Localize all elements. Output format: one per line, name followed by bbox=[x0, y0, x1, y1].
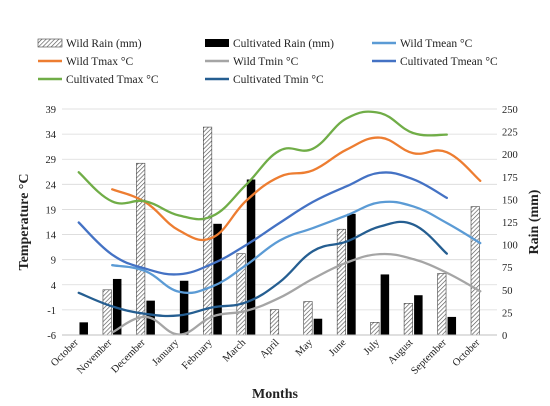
bar-cultivated-rain bbox=[380, 274, 390, 335]
bar-cultivated-rain bbox=[347, 213, 356, 335]
bar-wild-rain bbox=[370, 322, 380, 336]
legend-item: Wild Tmax °C bbox=[38, 56, 133, 68]
y2-tick-label: 0 bbox=[502, 331, 507, 342]
x-tick-label: January bbox=[150, 337, 181, 368]
x-tick-label: February bbox=[180, 337, 215, 372]
legend-item: Cultivated Rain (mm) bbox=[205, 38, 334, 50]
line-wild-tmin-c bbox=[111, 252, 482, 336]
x-tick-label: March bbox=[221, 337, 249, 365]
y2-tick-label: 100 bbox=[502, 241, 518, 252]
x-tick-label: December bbox=[109, 337, 148, 376]
bar-wild-rain bbox=[136, 162, 146, 336]
grid-layer bbox=[62, 108, 497, 336]
y-tick-label: -6 bbox=[47, 331, 56, 342]
legend-label: Wild Tmin °C bbox=[233, 56, 299, 68]
legend-item: Wild Rain (mm) bbox=[37, 38, 142, 50]
bar-wild-rain bbox=[470, 206, 480, 336]
bar-wild-rain bbox=[403, 303, 413, 336]
legend-item: Cultivated Tmin °C bbox=[205, 74, 324, 86]
x-tick-label: July bbox=[362, 337, 383, 358]
y-tick-label: 19 bbox=[46, 205, 57, 216]
x-tick-label: August bbox=[386, 337, 415, 366]
y-tick-label: -1 bbox=[47, 306, 56, 317]
y-tick-label: 4 bbox=[51, 281, 57, 292]
legend-label: Cultivated Tmin °C bbox=[233, 74, 324, 86]
legend-label: Wild Rain (mm) bbox=[66, 38, 142, 50]
line-cultivated-tmin-c bbox=[77, 220, 448, 318]
bar-wild-rain bbox=[336, 228, 346, 336]
bar-cultivated-rain bbox=[79, 322, 88, 335]
bar-cultivated-rain bbox=[313, 318, 323, 335]
y-tick-label: 14 bbox=[46, 231, 57, 242]
bar-wild-rain bbox=[437, 273, 447, 336]
y2-tick-label: 250 bbox=[502, 105, 518, 116]
y2-tick-label: 25 bbox=[502, 308, 513, 319]
bar-cultivated-rain bbox=[213, 223, 222, 335]
y-tick-label: 34 bbox=[46, 130, 57, 141]
y2-axis-title: Rain (mm) bbox=[527, 189, 542, 254]
y2-tick-label: 75 bbox=[502, 263, 513, 274]
line-layer bbox=[77, 110, 482, 336]
legend-item: Wild Tmin °C bbox=[205, 56, 299, 68]
bar-cultivated-rain bbox=[246, 179, 256, 335]
x-tick-label: April bbox=[258, 337, 282, 361]
bar-wild-rain bbox=[269, 309, 280, 336]
x-axis-title: Months bbox=[252, 387, 298, 402]
y-tick-label: 24 bbox=[46, 180, 57, 191]
line-wild-tmax-c bbox=[111, 136, 482, 242]
legend-label: Wild Tmean °C bbox=[400, 38, 473, 50]
y-axis-title: Temperature °C bbox=[17, 174, 32, 271]
legend-label: Cultivated Tmax °C bbox=[66, 74, 159, 86]
legend-swatch bbox=[205, 39, 229, 47]
bar-wild-rain bbox=[303, 301, 313, 336]
y2-tick-label: 225 bbox=[502, 128, 518, 139]
y-tick-label: 9 bbox=[51, 256, 56, 267]
bar-cultivated-rain bbox=[179, 280, 189, 335]
line-cultivated-tmax-c bbox=[77, 110, 448, 221]
x-tick-label: June bbox=[327, 337, 349, 359]
bar-layer bbox=[79, 126, 480, 336]
y2-tick-label: 175 bbox=[502, 173, 518, 184]
x-tick-label: May bbox=[294, 337, 316, 359]
line-cultivated-tmean-c bbox=[77, 171, 448, 276]
legend-item: Cultivated Tmax °C bbox=[38, 74, 159, 86]
y-tick-label: 29 bbox=[46, 155, 57, 166]
legend-swatch bbox=[37, 38, 63, 48]
y2-tick-label: 125 bbox=[502, 218, 518, 229]
x-tick-label: September bbox=[409, 337, 449, 377]
y2-tick-label: 150 bbox=[502, 195, 518, 206]
bar-cultivated-rain bbox=[414, 295, 423, 335]
bar-cultivated-rain bbox=[447, 316, 457, 335]
legend-item: Cultivated Tmean °C bbox=[372, 56, 498, 68]
bar-wild-rain bbox=[102, 289, 112, 336]
x-tick-label: October bbox=[451, 337, 483, 369]
bar-wild-rain bbox=[203, 126, 213, 336]
legend-label: Wild Tmax °C bbox=[66, 56, 133, 68]
line-wild-tmean-c bbox=[111, 200, 482, 295]
legend-item: Wild Tmean °C bbox=[372, 38, 473, 50]
y-tick-label: 39 bbox=[46, 105, 57, 116]
legend-label: Cultivated Tmean °C bbox=[400, 56, 498, 68]
legend: Wild Rain (mm) Cultivated Rain (mm) Wild T… bbox=[37, 38, 498, 86]
y2-tick-label: 50 bbox=[502, 286, 513, 297]
x-tick-label: November bbox=[75, 337, 114, 376]
legend-label: Cultivated Rain (mm) bbox=[233, 38, 334, 50]
y2-tick-label: 200 bbox=[502, 150, 518, 161]
